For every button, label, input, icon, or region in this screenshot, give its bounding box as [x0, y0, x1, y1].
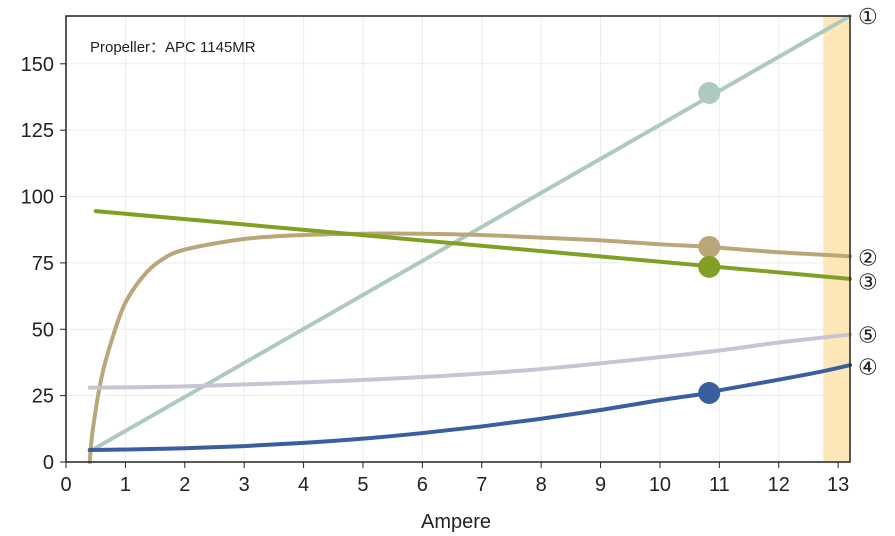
- y-tick-label: 50: [32, 319, 54, 341]
- x-tick-label: 5: [357, 474, 368, 496]
- series-label-5: ⑤: [858, 323, 878, 348]
- y-tick-label: 100: [21, 187, 54, 209]
- y-tick-label: 125: [21, 120, 54, 142]
- y-tick-label: 150: [21, 54, 54, 76]
- x-tick-label: 2: [179, 474, 190, 496]
- series-marker-2: [698, 235, 721, 258]
- series-line-5: [87, 332, 852, 390]
- x-tick-label: 9: [595, 474, 606, 496]
- plot-frame: [65, 15, 851, 463]
- propeller-annotation: Propeller：APC 1145MR: [90, 39, 256, 56]
- x-tick-label: 0: [60, 474, 71, 496]
- y-tick-label: 25: [32, 386, 54, 408]
- series-label-4: ④: [858, 354, 878, 379]
- series-label-1: ①: [858, 4, 878, 29]
- series-line-2: [87, 231, 852, 464]
- series-marker-4: [698, 381, 721, 404]
- y-tick-label: 0: [43, 452, 54, 474]
- series-line-4: [87, 363, 852, 453]
- x-tick-label: 10: [649, 474, 671, 496]
- x-tick-label: 4: [298, 474, 309, 496]
- x-tick-label: 6: [417, 474, 428, 496]
- series-marker-3: [698, 255, 721, 278]
- series-marker-1: [698, 81, 721, 104]
- x-tick-label: 3: [239, 474, 250, 496]
- marker-layer: [698, 81, 721, 404]
- series-label-2: ②: [858, 246, 878, 271]
- series-label-3: ③: [858, 269, 878, 294]
- x-tick-label: 7: [476, 474, 487, 496]
- x-tick-label: 11: [709, 474, 730, 496]
- series-line-3: [93, 209, 852, 281]
- series-layer: [87, 14, 852, 464]
- series-labels: ① ②③ ④ ⑤: [858, 4, 878, 379]
- x-tick-label: 1: [120, 474, 131, 496]
- x-tick-label: 12: [768, 474, 790, 496]
- y-tick-label: 75: [32, 253, 54, 275]
- x-tick-label: 8: [536, 474, 547, 496]
- x-axis-label: Ampere: [421, 511, 491, 533]
- highlight-band: [823, 16, 850, 462]
- x-tick-label: 13: [827, 474, 849, 496]
